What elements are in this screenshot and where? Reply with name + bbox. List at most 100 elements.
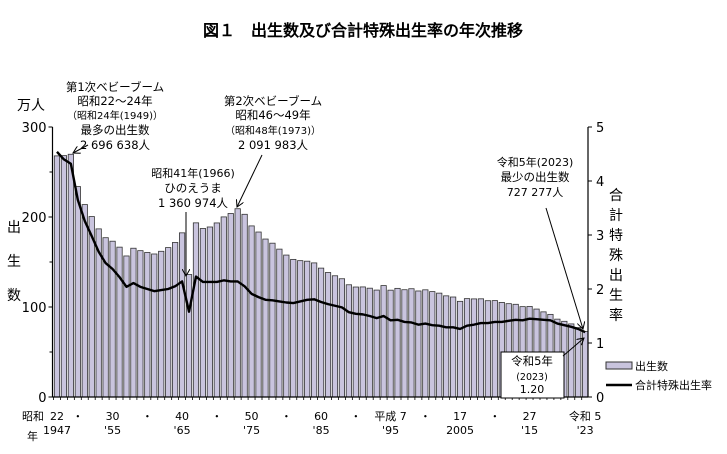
x-tick-label-era: 40 (175, 410, 189, 423)
arrow-tfr2023 (562, 338, 584, 357)
left-tick-label: 100 (22, 301, 47, 316)
bar-births-2007 (470, 298, 478, 398)
bar-births-2002 (436, 292, 443, 398)
right-axis-label-char: 合 (609, 188, 623, 204)
right-tick-label: 5 (596, 121, 604, 136)
annotation-boom2-line: （昭和48年(1973)） (225, 124, 321, 137)
x-tick-label-year: 2005 (446, 424, 474, 437)
annotation-boom2-line: 第2次ベビーブーム (224, 94, 322, 108)
x-tick-label-era: ・ (350, 410, 361, 423)
bar-births-2021 (568, 323, 575, 398)
x-tick-label-era: 60 (314, 410, 328, 423)
x-era-prefix: 昭和 (22, 410, 44, 423)
x-tick-label-era: 17 (453, 410, 467, 423)
x-tick-label-year: '95 (382, 424, 399, 437)
right-axis-label-char: 率 (609, 307, 623, 324)
legend-bar-label: 出生数 (635, 359, 668, 373)
x-tick-label-year: '85 (313, 424, 330, 437)
bar-births-1999 (415, 290, 422, 398)
bar-births-1957 (123, 255, 130, 398)
x-tick-label-era: 平成 7 (374, 410, 407, 423)
x-tick-label-era: ・ (211, 410, 222, 423)
annotation-min2023-line: 727 277人 (507, 186, 564, 199)
left-tick-label: 300 (22, 121, 47, 136)
x-tick-label-era: 令和 5 (569, 409, 602, 423)
bar-births-1988 (338, 278, 345, 398)
annotation-tfr2023-line: 令和5年 (511, 354, 553, 368)
annotation-min2023-line: 最少の出生数 (501, 170, 570, 184)
bar-births-1972 (227, 213, 234, 398)
bar-births-1949 (67, 153, 74, 398)
annotation-hinoe-line: ひのえうま (164, 181, 222, 195)
bar-births-2009 (484, 300, 491, 398)
left-axis-label-char: 数 (7, 288, 21, 304)
bar-births-1955 (109, 240, 116, 398)
bar-births-1998 (408, 288, 415, 398)
annotation-hinoe-line: 昭和41年(1966) (151, 166, 235, 180)
bar-births-1956 (116, 246, 123, 398)
bar-births-2000 (422, 289, 429, 398)
bar-births-1990 (352, 286, 359, 398)
legend-line-label: 合計特殊出生率 (635, 378, 712, 392)
bar-births-2001 (429, 291, 436, 398)
bar-births-1958 (130, 247, 137, 398)
arrow-boom2 (237, 154, 263, 207)
annotation-boom2-line: 2 091 983人 (238, 138, 309, 152)
bar-births-1980 (283, 254, 290, 398)
right-tick-label: 2 (596, 283, 604, 298)
x-tick-label-year: '75 (243, 424, 260, 437)
bar-births-1948 (60, 155, 67, 398)
bar-births-1966 (185, 274, 193, 398)
right-axis-label-char: 殊 (609, 248, 623, 264)
bar-births-1986 (324, 272, 332, 398)
bar-births-1979 (276, 248, 283, 398)
bar-births-1950 (74, 186, 81, 398)
bar-births-1985 (317, 267, 325, 398)
tfr2023-callout-box (500, 351, 565, 399)
x-tick-label-year: '23 (577, 424, 594, 437)
bar-births-1977 (262, 238, 269, 398)
bar-births-1947 (53, 155, 61, 398)
bar-births-2005 (456, 300, 464, 398)
annotation-boom1-line: （昭和24年(1949)） (67, 109, 163, 122)
bar-births-1984 (311, 262, 318, 398)
bar-births-1983 (304, 260, 311, 398)
bar-births-1997 (401, 289, 408, 398)
bar-births-2023 (582, 331, 589, 398)
annotation-tfr2023-line: 1.20 (520, 383, 545, 396)
bar-births-1992 (366, 287, 373, 398)
annotation-boom1-line: 2 696 638人 (80, 138, 151, 152)
x-tick-label-era: 50 (245, 410, 259, 423)
bar-births-2008 (477, 298, 484, 398)
bar-births-1971 (220, 216, 227, 398)
bar-births-1974 (241, 213, 248, 398)
bar-births-1994 (380, 285, 387, 398)
right-tick-label: 4 (596, 175, 604, 190)
bar-births-1996 (394, 287, 401, 398)
arrow-boom1 (73, 144, 89, 153)
bar-births-1975 (248, 225, 255, 398)
left-axis-unit: 万人 (17, 98, 45, 114)
bar-births-1978 (269, 242, 276, 398)
x-tick-label-era: ・ (420, 410, 431, 423)
bar-births-1987 (331, 275, 339, 398)
annotation-hinoe-line: 1 360 974人 (158, 196, 229, 210)
right-axis-label-char: 出 (609, 268, 623, 284)
x-tick-label-year: '15 (521, 424, 538, 437)
annotation-boom1-line: 第1次ベビーブーム (66, 80, 164, 94)
bar-births-1981 (290, 258, 297, 398)
bar-births-1970 (213, 222, 220, 398)
x-tick-label-era: 30 (106, 410, 120, 423)
bar-births-1965 (178, 232, 186, 398)
right-tick-label: 0 (596, 391, 604, 406)
x-tick-label-year: 1947 (43, 424, 71, 437)
x-tick-label-era: ・ (72, 410, 83, 423)
bar-births-2022 (575, 327, 582, 398)
left-axis-label-char: 生 (7, 254, 21, 270)
bar-births-1989 (345, 284, 352, 398)
x-tick-label-year: '65 (174, 424, 191, 437)
right-axis-label-char: 生 (609, 288, 623, 304)
bar-births-1995 (387, 289, 394, 398)
bar-births-1968 (199, 228, 206, 398)
